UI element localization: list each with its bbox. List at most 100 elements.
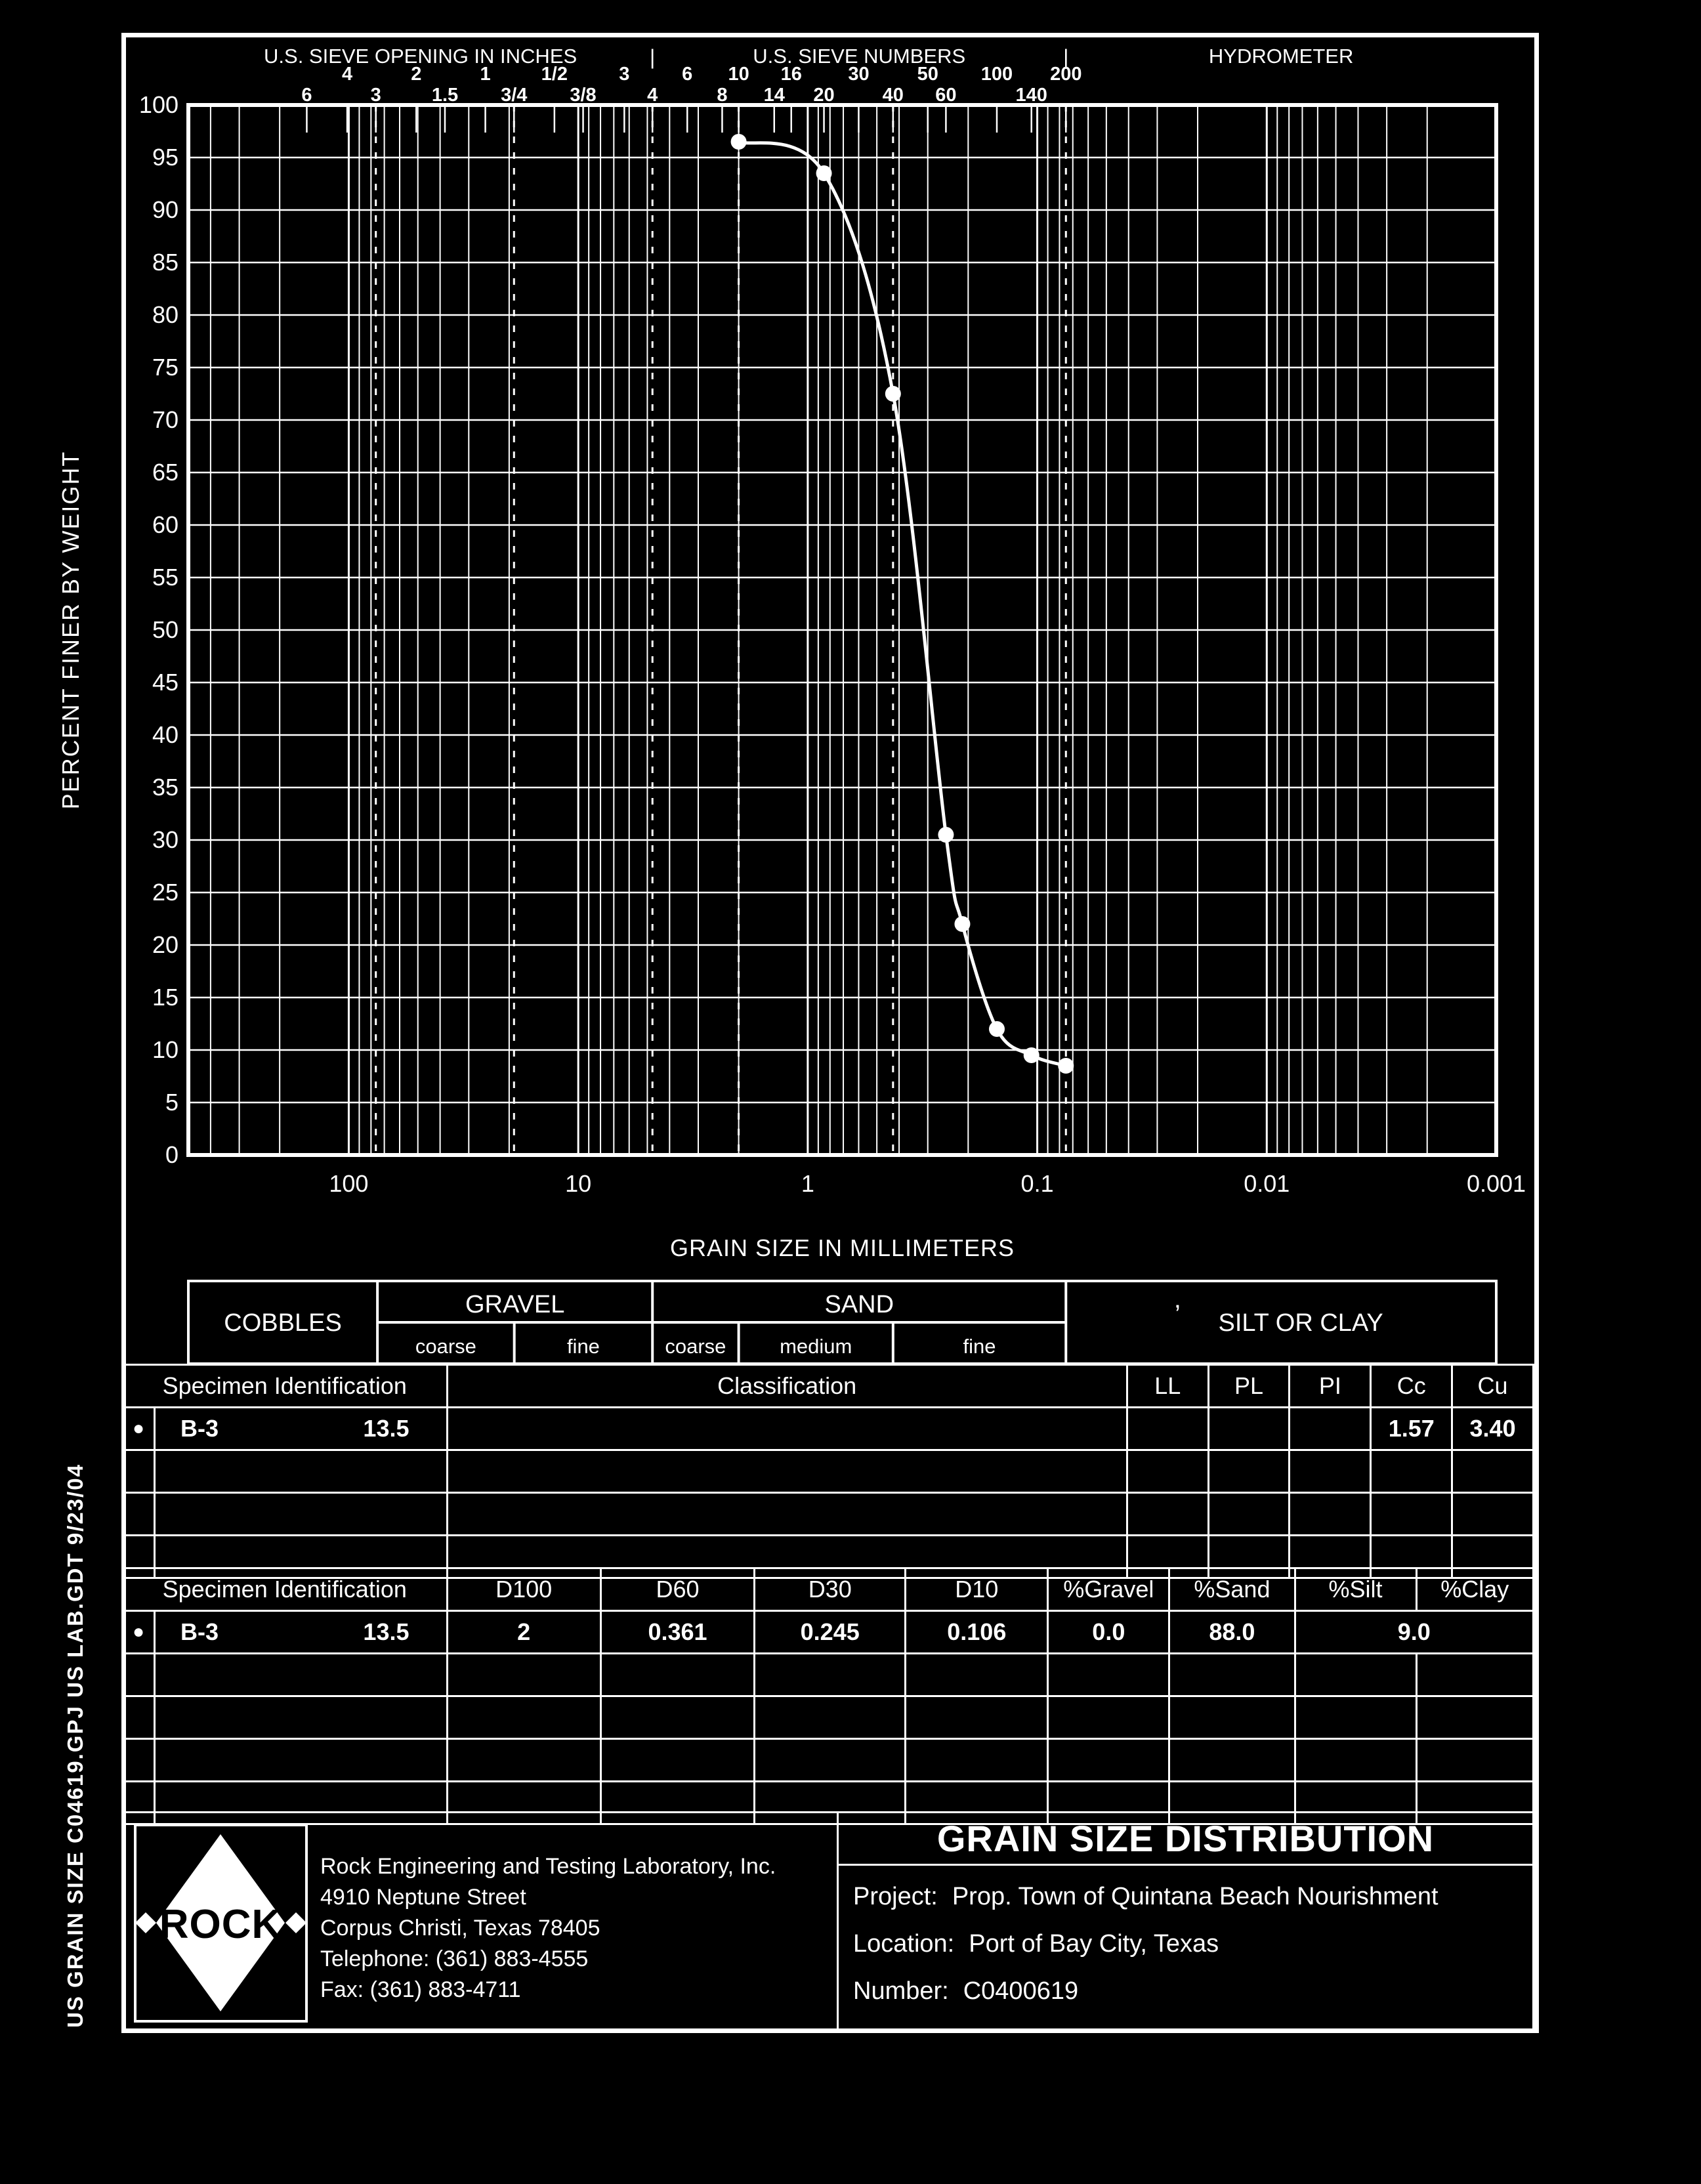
column-header: D10 (904, 1567, 1049, 1612)
empty-cell (1168, 1780, 1296, 1825)
y-axis: 0 5 10 15 20 25 30 35 40 45 50 55 60 65 70 75 80 85 90 95 10… (57, 91, 178, 1168)
company-info-line: Corpus Christi, Texas 78405 (320, 1916, 600, 1941)
d60-cell: 0.361 (599, 1610, 756, 1654)
sieve-label: 3 (619, 64, 629, 85)
column-header: Classification (446, 1364, 1128, 1408)
y-tick-label: 50 (152, 616, 178, 643)
empty-cell (1125, 1492, 1209, 1536)
cobbles-label: COBBLES (224, 1309, 342, 1337)
empty-cell (1415, 1652, 1534, 1697)
sieve-label: 1 (480, 64, 491, 85)
sieve-label: 50 (917, 64, 938, 85)
y-tick-label: 65 (152, 459, 178, 486)
logo-diamond (156, 1834, 285, 2011)
empty-cell (753, 1780, 907, 1825)
company-info-line: Telephone: (361) 883-4555 (320, 1946, 589, 1971)
column-header: %Clay (1415, 1567, 1534, 1612)
specimen-depth: 13.5 (363, 1415, 410, 1442)
fraction-bar: COBBLES GRAVEL SAND SILT OR CLAY ’ coarse fine… (187, 1280, 1498, 1365)
sieve-label: 100 (981, 64, 1013, 85)
logo-small-diamond-right (285, 1912, 306, 1933)
x-tick-label: 10 (565, 1170, 591, 1197)
column-header: PL (1207, 1364, 1291, 1408)
x-axis-title: GRAIN SIZE IN MILLIMETERS (670, 1234, 1015, 1261)
gravel-label: GRAVEL (465, 1291, 564, 1318)
empty-cell (1168, 1695, 1296, 1740)
sieve-label: 16 (781, 64, 802, 85)
y-tick-label: 75 (152, 354, 178, 381)
specimen-id: B-3 (180, 1618, 219, 1645)
y-tick-label: 0 (165, 1141, 178, 1168)
specimen-id: B-3 (180, 1415, 219, 1442)
x-axis: 100 10 1 0.1 0.01 0.001 GRAIN SIZE IN MILLIMET… (329, 1170, 1526, 1261)
sand-fine-label: fine (963, 1335, 996, 1358)
scale-header: U.S. SIEVE OPENING IN INCHES | U.S. SIEVE … (264, 45, 1353, 69)
y-tick-label: 85 (152, 249, 178, 276)
specimen-marker-icon: ● (124, 1612, 156, 1652)
report-title-block: GRAIN SIZE DISTRIBUTION Project: Prop. To… (839, 1813, 1532, 2031)
header-separator: | (650, 45, 655, 69)
empty-row (121, 1738, 1534, 1782)
column-header: LL (1125, 1364, 1209, 1408)
sieve-label: 3/8 (570, 85, 596, 106)
location-label: Location: (853, 1930, 955, 1958)
empty-cell (1207, 1449, 1291, 1494)
title-block: ROCK Rock Engineering and Testing Labora… (121, 1811, 1534, 2033)
specimen-marker-icon: ● (124, 1409, 156, 1448)
empty-cell (1293, 1695, 1418, 1740)
empty-cell (904, 1652, 1049, 1697)
company-info-line: Fax: (361) 883-4711 (320, 1977, 521, 2002)
stray-mark: ’ (1175, 1300, 1181, 1329)
column-header: Cu (1451, 1364, 1534, 1408)
fraction-bar-border (187, 1280, 1498, 1365)
x-tick-label: 0.1 (1021, 1170, 1054, 1197)
y-tick-label: 15 (152, 984, 178, 1011)
classification-cell (446, 1406, 1128, 1451)
empty-cell (1293, 1780, 1418, 1825)
gradation-curve (738, 140, 1066, 1068)
x-tick-label: 100 (329, 1170, 368, 1197)
sand-medium-label: medium (780, 1335, 852, 1358)
column-header: D30 (753, 1567, 907, 1612)
y-tick-label: 40 (152, 721, 178, 748)
empty-row (121, 1449, 1534, 1494)
table-row: ● B-3 13.5 1.57 3.40 (121, 1406, 1534, 1451)
logo-small-diamond-left (135, 1912, 156, 1933)
d10-cell: 0.106 (904, 1610, 1049, 1654)
empty-cell (1207, 1492, 1291, 1536)
y-tick-label: 55 (152, 564, 178, 591)
y-tick-label: 10 (152, 1036, 178, 1063)
specimen-marker-icon (124, 1698, 156, 1737)
sieve-label: 4 (647, 85, 658, 106)
grain-size-chart: U.S. SIEVE OPENING IN INCHES | U.S. SIEVE … (57, 45, 1526, 1365)
empty-row (121, 1492, 1534, 1536)
empty-cell (1451, 1492, 1534, 1536)
y-tick-label: 95 (152, 144, 178, 171)
empty-cell (1168, 1652, 1296, 1697)
empty-cell (1370, 1492, 1454, 1536)
grid (188, 105, 1496, 1155)
plot-border (186, 103, 1498, 1157)
x-tick-label: 0.001 (1467, 1170, 1526, 1197)
specimen-id-cell (121, 1449, 448, 1494)
y-tick-label: 35 (152, 774, 178, 801)
location-line: Location: Port of Bay City, Texas (853, 1930, 1219, 1958)
empty-cell (446, 1449, 1128, 1494)
pi-cell (1288, 1406, 1372, 1451)
page-border (121, 33, 1539, 2033)
y-tick-label: 45 (152, 669, 178, 696)
data-point (988, 1021, 1005, 1037)
header-section-label: U.S. SIEVE NUMBERS (753, 45, 965, 68)
sieve-label: 20 (813, 85, 834, 106)
number-value: C0400619 (963, 1977, 1079, 2005)
data-point (938, 827, 954, 843)
empty-cell (599, 1695, 756, 1740)
empty-cell (1168, 1738, 1296, 1782)
column-header: PI (1288, 1364, 1372, 1408)
y-axis-title: PERCENT FINER BY WEIGHT (57, 451, 84, 810)
empty-cell (1047, 1738, 1171, 1782)
cu-cell: 3.40 (1451, 1406, 1534, 1451)
data-point (1058, 1058, 1074, 1074)
sidebar-file-stamp: US GRAIN SIZE C04619.GPJ US LAB.GDT 9/23… (63, 1463, 87, 2028)
project-value: Prop. Town of Quintana Beach Nourishment (952, 1883, 1438, 1910)
